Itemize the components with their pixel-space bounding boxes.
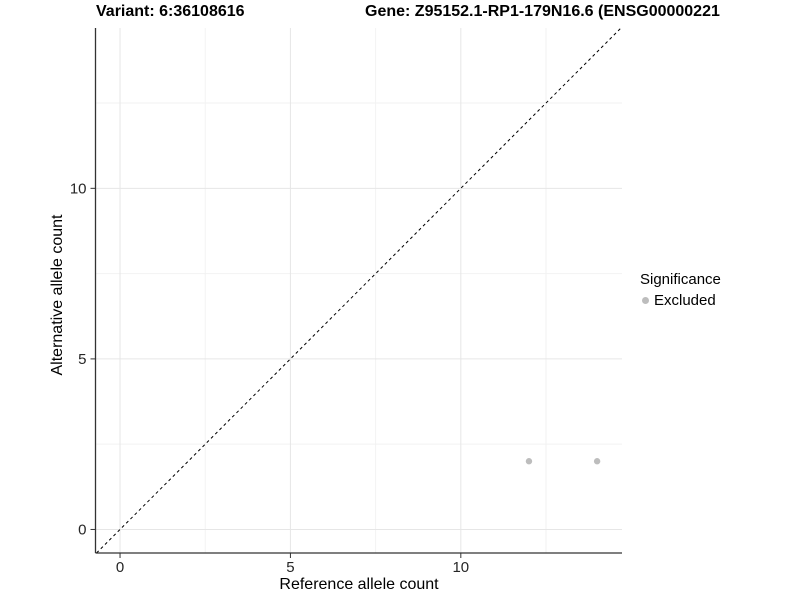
x-tick-label: 5 <box>286 559 294 576</box>
legend-entry-label: Excluded <box>654 292 716 309</box>
y-tick-label: 10 <box>70 180 87 197</box>
legend-entry-excluded: Excluded <box>640 292 721 309</box>
y-tick-label: 5 <box>78 351 86 368</box>
y-tick-label: 0 <box>78 521 86 538</box>
data-point <box>525 458 533 465</box>
data-point <box>593 458 601 465</box>
variant-title: Variant: 6:36108616 <box>96 3 245 20</box>
y-axis-title: Alternative allele count <box>49 214 66 376</box>
legend: Significance Excluded <box>640 271 721 309</box>
x-tick-label: 0 <box>116 559 124 576</box>
x-axis-title: Reference allele count <box>279 576 439 593</box>
gene-title: Gene: Z95152.1-RP1-179N16.6 (ENSG0000022… <box>365 3 720 20</box>
identity-dashed-line <box>96 27 622 554</box>
legend-title: Significance <box>640 271 721 288</box>
x-tick-label: 10 <box>452 559 469 576</box>
legend-key-dot-icon <box>642 297 649 304</box>
